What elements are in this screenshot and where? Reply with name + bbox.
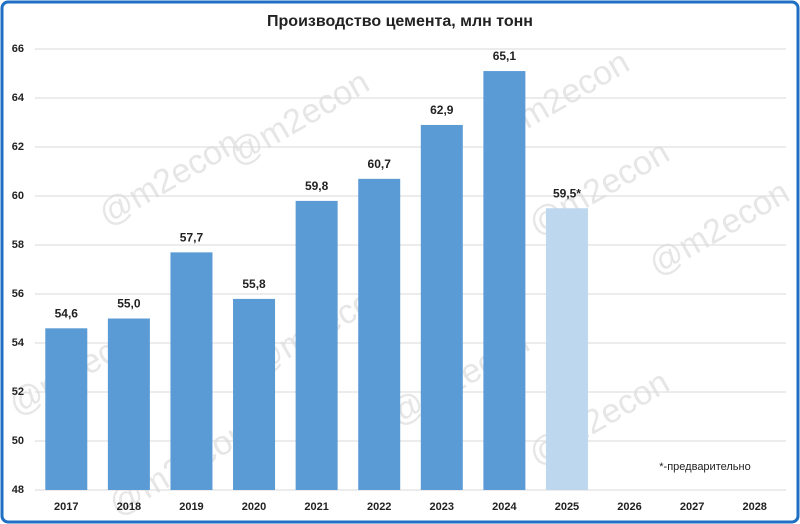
value-label: 57,7 [180, 231, 204, 245]
value-label: 59,5* [553, 186, 581, 200]
bar [233, 298, 276, 490]
bar [45, 328, 88, 490]
bar [545, 208, 588, 490]
y-tick-label: 52 [12, 386, 24, 398]
bar [358, 178, 401, 490]
x-tick-label: 2022 [367, 501, 391, 513]
bar [107, 318, 150, 490]
value-label: 65,1 [493, 49, 517, 63]
value-label: 59,8 [305, 179, 329, 193]
y-tick-label: 60 [12, 190, 24, 202]
y-tick-label: 48 [12, 484, 24, 496]
y-tick-label: 64 [12, 92, 25, 104]
x-tick-label: 2023 [430, 501, 454, 513]
x-tick-label: 2021 [304, 501, 328, 513]
x-tick-label: 2019 [179, 501, 203, 513]
value-label: 55,0 [117, 297, 141, 311]
value-label: 54,6 [55, 306, 79, 320]
x-tick-label: 2026 [617, 501, 641, 513]
value-label: 60,7 [368, 157, 392, 171]
bar [295, 200, 338, 490]
value-label: 62,9 [430, 103, 454, 117]
y-tick-label: 62 [12, 141, 24, 153]
x-tick-label: 2020 [242, 501, 266, 513]
y-tick-label: 66 [12, 43, 24, 55]
y-tick-label: 58 [12, 239, 24, 251]
bar [483, 71, 526, 491]
bar [170, 252, 213, 490]
y-tick-label: 56 [12, 288, 24, 300]
annotation: *-предварительно [659, 461, 750, 473]
x-tick-label: 2024 [492, 501, 517, 513]
y-tick-label: 50 [12, 435, 24, 447]
x-tick-label: 2028 [742, 501, 766, 513]
value-label: 55,8 [242, 277, 266, 291]
y-tick-label: 54 [12, 337, 25, 349]
x-tick-label: 2018 [117, 501, 141, 513]
x-tick-label: 2017 [54, 501, 78, 513]
bar [420, 124, 463, 490]
x-tick-label: 2027 [680, 501, 704, 513]
chart-title: Производство цемента, млн тонн [267, 13, 533, 30]
x-tick-label: 2025 [555, 501, 579, 513]
